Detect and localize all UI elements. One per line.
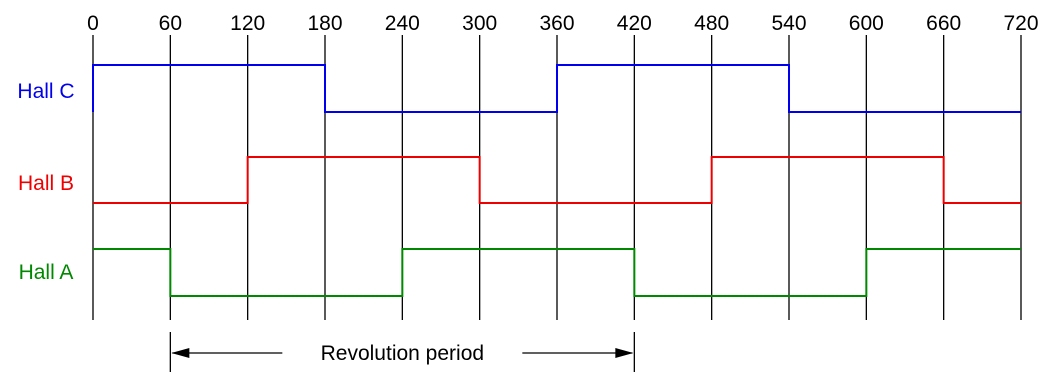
angle-tick-labels: 0 60 120 180 240 300 360 420 480 540 600 660 720 xyxy=(87,12,1038,35)
hall-b-label: Hall B xyxy=(18,172,74,195)
tick-label-120: 120 xyxy=(230,12,265,35)
tick-label-480: 480 xyxy=(694,12,729,35)
hall-a-label: Hall A xyxy=(19,261,74,284)
tick-label-420: 420 xyxy=(617,12,652,35)
tick-label-360: 360 xyxy=(539,12,574,35)
tick-label-60: 60 xyxy=(159,12,182,35)
hall-c-waveform xyxy=(92,64,1021,113)
hall-waveforms xyxy=(92,64,1021,297)
tick-label-660: 660 xyxy=(926,12,961,35)
period-right-arrowhead xyxy=(615,348,634,358)
period-left-arrowhead xyxy=(171,348,190,358)
hall-b-waveform xyxy=(93,156,1021,204)
tick-label-600: 600 xyxy=(849,12,884,35)
revolution-period-annotation: Revolution period xyxy=(169,332,635,372)
hall-c-label: Hall C xyxy=(17,80,74,103)
tick-label-0: 0 xyxy=(87,12,99,35)
revolution-period-label: Revolution period xyxy=(321,342,484,365)
tick-label-300: 300 xyxy=(462,12,497,35)
hall-signal-labels: Hall C Hall B Hall A xyxy=(17,80,74,284)
tick-label-240: 240 xyxy=(385,12,420,35)
tick-label-540: 540 xyxy=(771,12,806,35)
hall-a-waveform xyxy=(93,248,1021,297)
tick-label-180: 180 xyxy=(307,12,342,35)
tick-label-720: 720 xyxy=(1003,12,1038,35)
